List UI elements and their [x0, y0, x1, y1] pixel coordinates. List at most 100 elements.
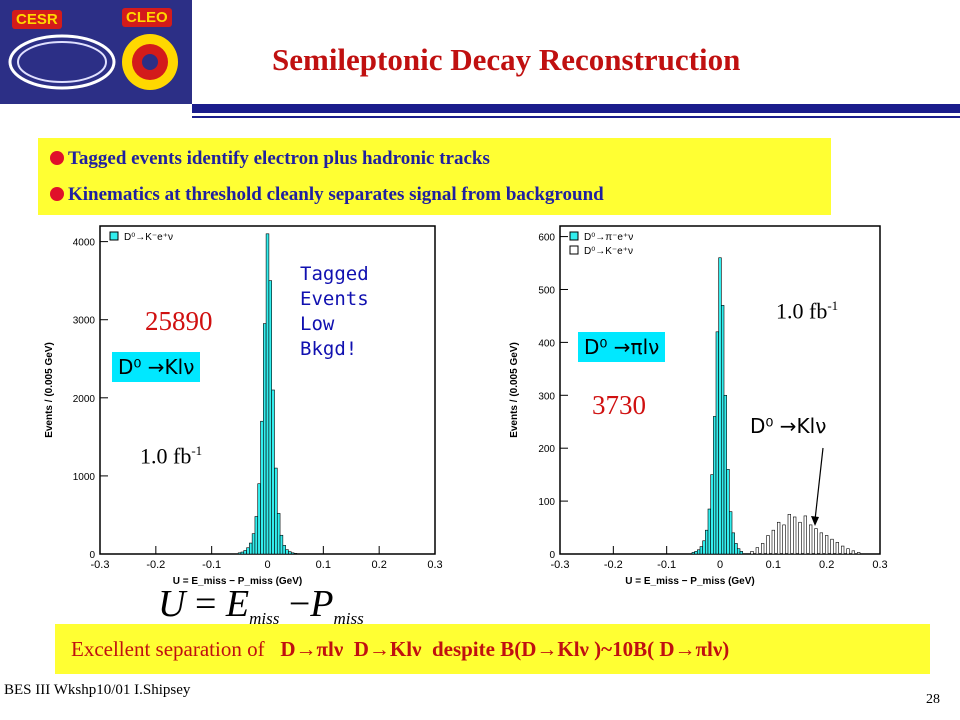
histogram-bar — [830, 538, 834, 555]
histogram-bar — [705, 529, 709, 555]
logo-cleo-text: CLEO — [122, 8, 172, 27]
x-tick-label: -0.2 — [604, 559, 623, 571]
x-axis-label: U = E_miss − P_miss (GeV) — [625, 576, 755, 587]
histogram-bar — [246, 547, 250, 555]
histogram-bar — [723, 394, 727, 555]
y-tick-label: 0 — [549, 550, 555, 561]
y-tick-label: 500 — [538, 285, 555, 296]
y-tick-label: 300 — [538, 391, 555, 402]
y-tick-label: 0 — [89, 550, 95, 561]
histogram-bar — [766, 535, 770, 555]
legend-entry: D⁰→K⁻e⁺ν — [584, 246, 633, 257]
y-tick-label: 4000 — [73, 238, 96, 249]
histogram-bar — [254, 516, 259, 555]
histogram-bar — [271, 389, 275, 555]
legend-swatch — [569, 245, 579, 255]
histogram-bar — [694, 551, 698, 555]
histogram-bar — [718, 257, 722, 555]
histogram-bar — [276, 513, 281, 555]
x-tick-label: 0.3 — [872, 559, 887, 571]
x-tick-label: 0.2 — [819, 559, 834, 571]
u-formula: U = Emiss −Pmiss — [158, 583, 364, 628]
header-rule-thin — [192, 116, 960, 118]
bullet-text: Tagged events identify electron plus had… — [68, 148, 490, 169]
left-histogram: 0 1000 2000 3000 4000 -0.3 -0.2 -0.1 0 0.1 0.2 0.3 U… — [44, 225, 443, 587]
bullet-box: Tagged events identify electron plus had… — [38, 138, 831, 215]
histogram-bar — [739, 551, 743, 555]
y-axis-label: Events / (0.005 GeV) — [44, 342, 55, 438]
histogram-bar — [715, 331, 719, 555]
logo-cesr-text: CESR — [12, 10, 62, 29]
bullet-dot-icon — [50, 187, 64, 201]
histogram-bar — [290, 552, 295, 555]
histogram-bar — [710, 474, 714, 555]
histogram-bar — [699, 546, 703, 555]
left-decay-label: D⁰ →Klν — [112, 352, 201, 382]
histogram-bar — [731, 532, 735, 555]
legend-entry: D⁰→K⁻e⁺ν — [124, 232, 173, 243]
histogram-bar — [263, 323, 267, 555]
histogram-bar — [249, 542, 253, 555]
histogram-bar — [761, 543, 765, 555]
histogram-bar — [846, 548, 850, 555]
histogram-bar — [782, 524, 786, 555]
histogram-bar — [240, 551, 245, 555]
x-tick-label: -0.1 — [202, 559, 221, 571]
left-event-count: 25890 — [145, 306, 213, 336]
histogram-bar — [737, 548, 741, 555]
x-tick-label: 0.2 — [372, 559, 387, 571]
histogram-bar — [691, 552, 695, 555]
conclusion-text: Excellent separation of D→πlν D→Klν desp… — [71, 637, 730, 661]
x-tick-label: -0.1 — [657, 559, 676, 571]
right-secondary-label: D⁰ →Klν — [750, 414, 827, 438]
histogram-bar — [798, 521, 802, 555]
histogram-bar — [803, 515, 807, 555]
footer-credit: BES III Wkshp10/01 I.Shipsey — [4, 682, 191, 698]
y-tick-label: 200 — [538, 444, 555, 455]
histogram-bar — [857, 552, 861, 555]
header-rule — [192, 104, 960, 113]
histogram-bar — [771, 529, 775, 555]
histogram-bar — [825, 535, 829, 555]
y-tick-label: 2000 — [73, 394, 96, 405]
arrow-head-icon — [811, 516, 819, 526]
histogram-bar — [697, 549, 701, 555]
histogram-bar — [279, 534, 284, 555]
x-tick-label: 0 — [717, 559, 723, 571]
y-tick-label: 3000 — [73, 316, 96, 327]
legend-entry: D⁰→π⁻e⁺ν — [584, 232, 633, 243]
histogram-bar — [265, 233, 270, 555]
histogram-bar — [793, 516, 797, 555]
histogram-bar — [841, 545, 845, 555]
right-histogram: 0 100 200 300 400 500 600 -0.3 -0.2 -0.1 0 0.1 0.2 0.… — [509, 225, 888, 587]
histogram-bar — [750, 551, 754, 555]
logo-graphic — [8, 34, 178, 90]
bullet-item-1: Tagged events identify electron plus had… — [50, 148, 490, 170]
x-tick-label: -0.3 — [551, 559, 570, 571]
left-luminosity: 1.0 fb-1 — [140, 443, 203, 469]
right-event-count: 3730 — [592, 390, 646, 420]
histogram-bar — [702, 540, 706, 555]
bullet-dot-icon — [50, 151, 64, 165]
y-tick-label: 1000 — [73, 472, 96, 483]
histogram-bar — [285, 549, 289, 555]
annotation-arrow — [814, 447, 824, 521]
histogram-bar — [237, 552, 242, 555]
legend-swatch — [109, 231, 119, 241]
histogram-bar — [851, 550, 855, 555]
histogram-bar — [809, 524, 813, 555]
x-tick-label: -0.3 — [91, 559, 110, 571]
histogram-bar — [713, 416, 717, 555]
histogram-bar — [726, 469, 730, 555]
histogram-bar — [814, 528, 818, 555]
bullet-item-2: Kinematics at threshold cleanly separate… — [50, 184, 604, 206]
histogram-bar — [787, 514, 791, 555]
tagged-events-note: Tagged Events Low Bkgd! — [300, 263, 369, 360]
y-tick-label: 600 — [538, 233, 555, 244]
page-title: Semileptonic Decay Reconstruction — [272, 42, 741, 77]
histogram-bar — [755, 547, 759, 555]
bullet-text: Kinematics at threshold cleanly separate… — [68, 184, 604, 205]
x-tick-label: 0.1 — [316, 559, 331, 571]
y-tick-label: 100 — [538, 497, 555, 508]
histogram-bar — [819, 532, 823, 555]
